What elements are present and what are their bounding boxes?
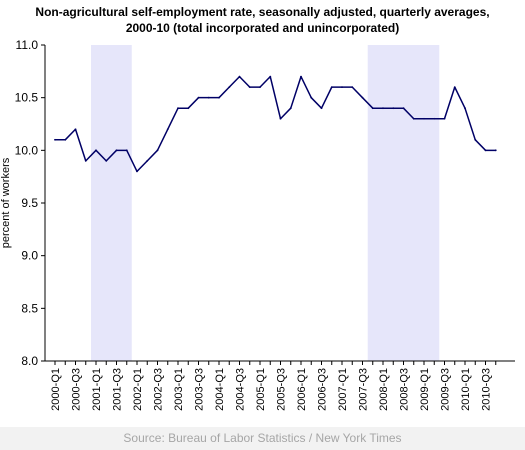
- data-point: [464, 107, 466, 110]
- x-tick-label: 2009-Q3: [440, 368, 452, 411]
- data-point: [412, 117, 415, 120]
- x-tick-label: 2008-Q1: [378, 368, 390, 411]
- data-point: [54, 138, 56, 141]
- data-point: [494, 149, 497, 152]
- x-tick-label: 2004-Q3: [235, 368, 247, 411]
- data-point: [484, 149, 487, 152]
- data-point: [300, 75, 302, 78]
- data-point: [310, 96, 313, 99]
- data-point: [74, 128, 77, 131]
- data-point: [197, 96, 200, 99]
- line-chart: 8.0 8.5 9.0 9.5 10.0 10.5 11.0 percent of worke…: [0, 38, 515, 411]
- y-tick-label: 9.0: [21, 249, 38, 263]
- data-point: [115, 149, 118, 152]
- data-point: [443, 117, 446, 120]
- shaded-period-2: [367, 45, 440, 361]
- x-tick-label: 2002-Q1: [132, 368, 144, 411]
- x-tick-label: 2003-Q3: [194, 368, 206, 411]
- x-tick-label: 2003-Q1: [173, 368, 185, 411]
- data-point: [146, 159, 149, 162]
- data-point: [187, 107, 190, 110]
- data-point: [474, 138, 477, 141]
- chart-title: Non-agricultural self-employment rate, s…: [0, 4, 525, 36]
- data-point: [392, 107, 395, 110]
- data-point: [341, 86, 343, 89]
- data-point: [166, 128, 169, 131]
- data-point: [371, 107, 374, 110]
- y-tick-label: 10.5: [15, 91, 39, 105]
- x-tick-label: 2001-Q1: [91, 368, 103, 411]
- x-tick-label: 2004-Q1: [214, 368, 226, 411]
- data-point: [433, 117, 436, 120]
- x-tick-label: 2006-Q1: [296, 368, 308, 411]
- series-line: [55, 75, 496, 173]
- data-point: [402, 107, 405, 110]
- x-tick-label: 2005-Q3: [276, 368, 288, 411]
- shaded-period-1: [91, 45, 132, 361]
- data-point: [382, 107, 384, 110]
- data-point: [105, 159, 108, 162]
- x-tick-label: 2010-Q1: [460, 368, 472, 411]
- y-tick-label: 10.0: [15, 143, 39, 157]
- x-tick-label: 2002-Q3: [153, 368, 165, 411]
- data-point: [279, 117, 282, 120]
- data-point: [269, 75, 272, 78]
- source-footer: Source: Bureau of Labor Statistics / New…: [0, 427, 525, 450]
- data-point: [228, 86, 231, 89]
- data-point: [289, 107, 292, 110]
- data-point: [207, 96, 210, 99]
- data-point: [218, 96, 220, 99]
- data-point: [453, 86, 456, 89]
- chart-title-line-2: 2000-10 (total incorporated and unincorp…: [125, 21, 400, 35]
- y-tick-label: 11.0: [16, 38, 39, 52]
- data-point: [95, 149, 97, 152]
- x-tick-label: 2007-Q1: [337, 368, 349, 411]
- data-point: [361, 96, 364, 99]
- data-point: [125, 149, 128, 152]
- y-tick-label: 8.5: [21, 301, 38, 315]
- chart-title-line-1: Non-agricultural self-employment rate, s…: [35, 5, 490, 19]
- x-tick-label: 2007-Q3: [358, 368, 370, 411]
- data-point: [84, 159, 87, 162]
- data-point: [238, 75, 241, 78]
- y-tick-label: 8.0: [21, 354, 38, 368]
- data-point: [259, 86, 261, 89]
- y-axis-label: percent of workers: [0, 157, 12, 248]
- data-point: [156, 149, 159, 152]
- data-point: [248, 86, 251, 89]
- data-point: [64, 138, 67, 141]
- x-tick-label: 2001-Q3: [112, 368, 124, 411]
- x-tick-label: 2008-Q3: [399, 368, 411, 411]
- data-point: [351, 86, 354, 89]
- data-point: [136, 170, 138, 173]
- data-point: [177, 107, 179, 110]
- x-tick-label: 2000-Q3: [71, 368, 83, 411]
- y-tick-label: 9.5: [21, 196, 38, 210]
- x-tick-label: 2006-Q3: [317, 368, 329, 411]
- x-tick-label: 2005-Q1: [255, 368, 267, 411]
- data-point: [320, 107, 323, 110]
- source-text: Source: Bureau of Labor Statistics / New…: [123, 431, 402, 445]
- x-tick-label: 2010-Q3: [481, 368, 493, 411]
- x-tick-label: 2000-Q1: [50, 368, 62, 411]
- data-point: [330, 86, 333, 89]
- x-tick-label: 2009-Q1: [419, 368, 431, 411]
- data-point: [423, 117, 425, 120]
